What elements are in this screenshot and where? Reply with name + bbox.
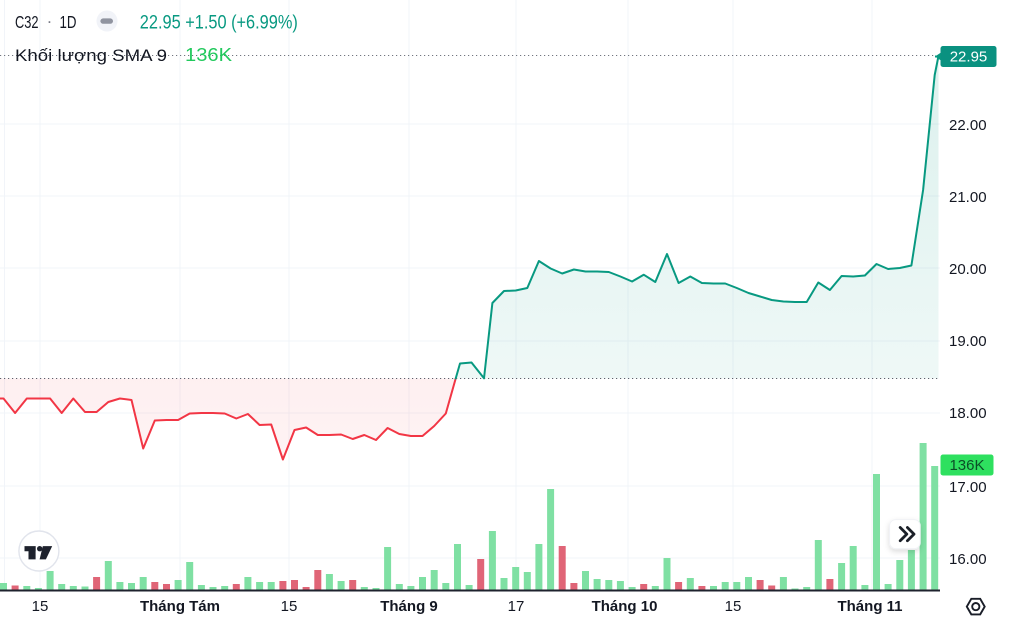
svg-text:136K: 136K bbox=[949, 457, 984, 474]
svg-text:C32: C32 bbox=[15, 12, 39, 32]
svg-text:22.95 +1.50 (+6.99%): 22.95 +1.50 (+6.99%) bbox=[140, 12, 298, 33]
svg-text:15: 15 bbox=[725, 598, 742, 615]
svg-text:22.00: 22.00 bbox=[949, 117, 987, 134]
svg-text:Tháng 9: Tháng 9 bbox=[380, 598, 438, 615]
svg-text:·: · bbox=[47, 12, 53, 31]
svg-text:21.00: 21.00 bbox=[949, 189, 987, 206]
svg-text:Tháng Tám: Tháng Tám bbox=[140, 598, 220, 615]
svg-text:136K: 136K bbox=[185, 44, 233, 65]
svg-text:15: 15 bbox=[281, 598, 298, 615]
svg-text:16.00: 16.00 bbox=[949, 551, 987, 568]
svg-text:15: 15 bbox=[32, 598, 49, 615]
svg-text:22.95: 22.95 bbox=[950, 49, 988, 66]
svg-text:1D: 1D bbox=[60, 12, 77, 32]
svg-text:Tháng 11: Tháng 11 bbox=[837, 598, 902, 615]
svg-text:Khối lượng SMA 9: Khối lượng SMA 9 bbox=[15, 46, 167, 65]
svg-text:18.00: 18.00 bbox=[949, 405, 987, 422]
svg-text:17: 17 bbox=[508, 598, 525, 615]
svg-text:17.00: 17.00 bbox=[949, 479, 987, 496]
svg-text:19.00: 19.00 bbox=[949, 333, 987, 350]
svg-text:Tháng 10: Tháng 10 bbox=[592, 598, 658, 615]
svg-text:20.00: 20.00 bbox=[949, 261, 987, 278]
